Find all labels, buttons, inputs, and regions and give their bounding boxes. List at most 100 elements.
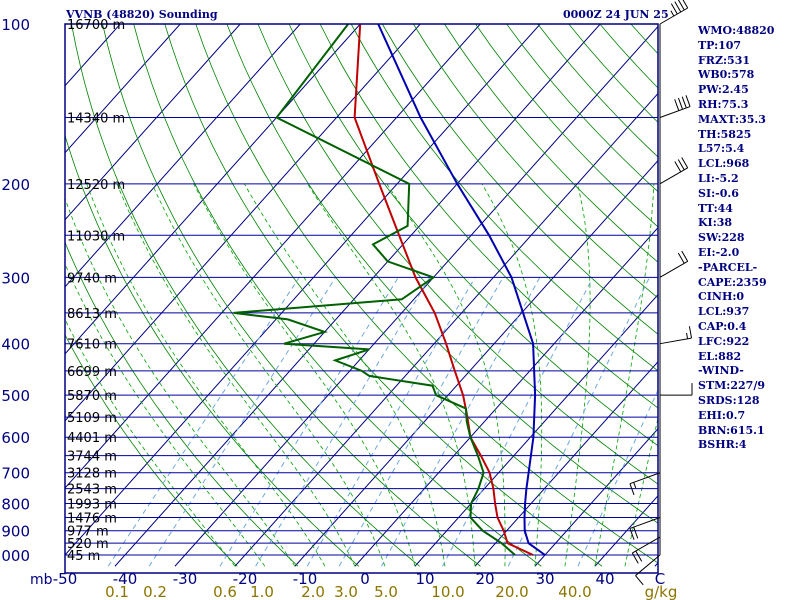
- temperature-tick-label: 10: [415, 570, 434, 588]
- mixing-ratio-line: [380, 277, 541, 567]
- dry-adiabat-line: [413, 24, 658, 299]
- barb-full: [674, 1, 682, 13]
- barb-full: [685, 95, 691, 107]
- temperature-tick-label: -30: [173, 570, 198, 588]
- moist-adiabat-line: [86, 183, 326, 567]
- height-label: 3744 m: [67, 450, 117, 465]
- index-line: SI:-0.6: [698, 186, 739, 200]
- index-line: L57:5.4: [698, 142, 745, 156]
- moist-adiabat-line: [151, 183, 386, 567]
- isotherm-line: [174, 25, 658, 567]
- mixing-ratio-label: 5.0: [374, 583, 398, 600]
- temperature-tick-label: -40: [113, 570, 138, 588]
- index-line: LCL:937: [698, 305, 750, 319]
- barb-full: [681, 250, 689, 262]
- barb-staff: [629, 517, 661, 529]
- axis-labels: 1002003004005006007008009001000mb16700 m…: [0, 16, 677, 600]
- barb-staff: [659, 167, 688, 185]
- index-line: CAPE:2359: [698, 275, 767, 289]
- wind-barb: [629, 472, 661, 496]
- dry-adiabat-line: [71, 24, 420, 567]
- isotherm-line: [65, 24, 241, 221]
- mixing-ratio-line: [219, 277, 399, 567]
- height-label: 4401 m: [67, 431, 117, 446]
- dry-adiabat-line: [133, 24, 542, 567]
- mixing-ratio-label: 20.0: [495, 583, 528, 600]
- barb-half: [686, 332, 689, 339]
- height-label: 977 m: [67, 525, 109, 540]
- moist-adiabat-line: [244, 183, 446, 567]
- barb-full: [629, 528, 635, 540]
- temperature-tick-label: 20: [475, 570, 494, 588]
- mixing-ratio-label: 1.0: [250, 583, 274, 600]
- pressure-tick-label: 300: [1, 269, 30, 287]
- wind-barb: [659, 0, 689, 25]
- index-line: LFC:922: [698, 334, 750, 348]
- mixing-ratio-label: 0.1: [105, 583, 129, 600]
- index-line: EI:-2.0: [698, 245, 740, 259]
- barb-staff: [659, 337, 692, 345]
- dry-adiabat-line: [319, 24, 658, 409]
- isotherm-line: [234, 92, 658, 567]
- dry-adiabat-line: [350, 24, 658, 372]
- mixing-ratio-label: 40.0: [558, 583, 591, 600]
- barb-full: [677, 159, 685, 171]
- parcel-line: [377, 24, 546, 556]
- pressure-tick-label: 500: [1, 387, 30, 405]
- height-label: 3128 m: [67, 467, 117, 482]
- wind-barb: [629, 517, 661, 540]
- pressure-tick-label: 800: [1, 496, 30, 514]
- moist-adiabat-line: [65, 318, 236, 567]
- mixing-ratio-line: [507, 277, 650, 567]
- barb-full: [631, 552, 639, 564]
- height-label: 520 m: [67, 537, 109, 552]
- barb-full: [633, 526, 639, 539]
- barb-staff: [659, 106, 691, 118]
- index-line: SW:228: [698, 231, 745, 245]
- barb-full: [629, 483, 635, 496]
- isotherm-line: [0, 24, 60, 566]
- height-label: 12520 m: [67, 178, 125, 193]
- barb-full: [682, 0, 689, 9]
- index-line: TH:5825: [698, 127, 752, 141]
- height-label: 45 m: [67, 549, 100, 564]
- barb-full: [635, 575, 644, 586]
- isotherm-line: [65, 24, 541, 556]
- index-line: LI:-5.2: [698, 171, 739, 185]
- pressure-tick-label: 200: [1, 176, 30, 194]
- temperature-tick-label: 0: [360, 570, 370, 588]
- barb-full: [677, 0, 685, 11]
- isotherm-line: [65, 24, 181, 154]
- temperature-unit-label: C: [655, 570, 665, 588]
- wind-barbs: [629, 0, 693, 586]
- mixing-ratio-line: [577, 388, 658, 567]
- temperature-tick-label: 40: [595, 570, 614, 588]
- dry-adiabat-line: [195, 24, 658, 564]
- moist-adiabat-line: [65, 197, 296, 567]
- temperature-tick-label: -50: [53, 570, 78, 588]
- barb-staff: [629, 472, 661, 485]
- dry-adiabat-line: [65, 333, 238, 567]
- height-label: 5870 m: [67, 389, 117, 404]
- isotherm-line: [294, 159, 658, 567]
- barb-full: [681, 157, 689, 169]
- wind-barb: [659, 250, 689, 278]
- isotherm-line: [65, 24, 481, 489]
- pressure-tick-label: 700: [1, 465, 30, 483]
- index-line: CAP:0.4: [698, 319, 747, 333]
- height-label: 5109 m: [67, 411, 117, 426]
- index-line: BSHR:4: [698, 438, 747, 452]
- indices-panel: WMO:48820 TP:107 FRZ:531 WB0:578 PW:2.45 RH:7…: [698, 24, 798, 453]
- index-line: STM:227/9: [698, 379, 765, 393]
- dewpoint-line: [233, 24, 516, 556]
- barb-full: [674, 99, 680, 111]
- mixing-ratio-line: [148, 277, 337, 567]
- index-line: WMO:48820: [698, 24, 775, 37]
- sounding-time: 0000Z 24 JUN 25: [563, 8, 669, 21]
- isotherm-line: [354, 226, 658, 567]
- barb-full: [674, 161, 682, 173]
- moist-adiabat-line: [307, 183, 476, 567]
- height-label: 9740 m: [67, 271, 117, 286]
- isotherm-line: [65, 24, 421, 422]
- isotherm-line: [534, 427, 658, 567]
